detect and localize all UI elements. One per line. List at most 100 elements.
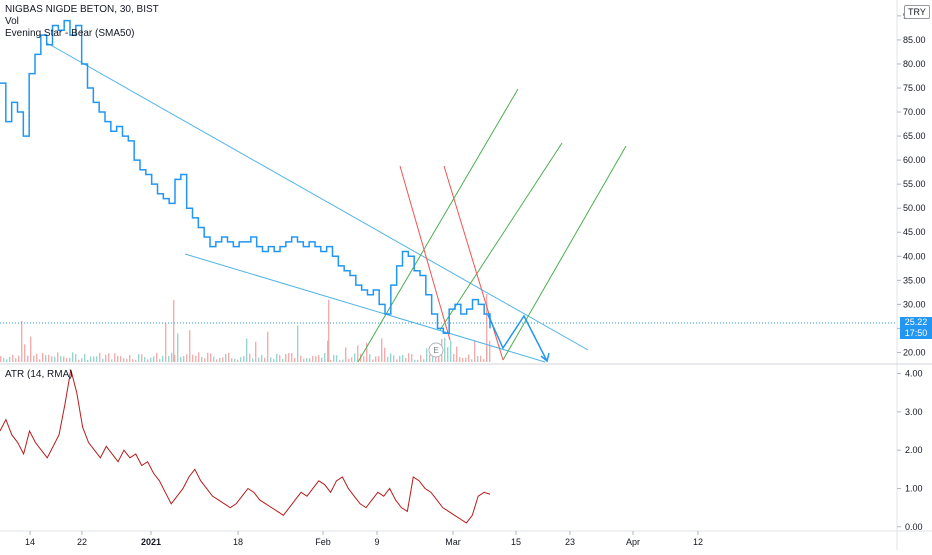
volume-bar [328,300,330,362]
atr-tick-label: 0.00 [905,522,923,532]
volume-bar [273,359,275,362]
volume-bar [375,356,377,362]
volume-bar [222,357,224,362]
volume-bar [90,356,92,362]
earnings-marker[interactable]: E [428,342,444,358]
volume-bar [315,356,317,362]
price-tick-label: 40.00 [903,251,926,261]
atr-scale[interactable]: 0.00 1.00 2.00 3.00 4.00 [897,369,923,532]
volume-bar [0,356,2,362]
atr-legend[interactable]: ATR (14, RMA) [5,369,73,380]
volume-bar [51,356,53,362]
volume-bar [153,356,155,362]
projection-arrow-head [540,352,550,363]
volume-bar [324,353,326,362]
price-scale[interactable]: 20.0025.0030.0035.0040.0045.0050.0055.00… [897,11,926,358]
volume-bar [60,356,62,362]
volume-bar [189,330,191,362]
currency-badge[interactable]: TRY [904,5,930,19]
volume-bar [453,354,455,362]
volume-bar [279,355,281,362]
volume-bar [210,353,212,362]
price-tick-label: 30.00 [903,299,926,309]
volume-bar [147,359,149,362]
price-series-line[interactable] [0,19,491,334]
volume-bar [390,353,392,362]
volume-bar [342,359,344,362]
volume-bar [99,352,101,362]
volume-bar [231,358,233,362]
volume-legend[interactable]: Vol [5,16,19,27]
green-channel-line-3[interactable] [502,145,627,361]
volume-bar [72,352,74,362]
volume-bar [396,359,398,362]
price-tick-label: 65.00 [903,131,926,141]
volume-bar [387,356,389,362]
time-scale[interactable]: 14 22 2021 18 Feb 9 Mar 15 23 Apr 12 [25,531,703,547]
volume-bar [126,358,128,362]
price-tick-label: 55.00 [903,179,926,189]
last-price-tag: 25.22 17:50 [900,317,932,339]
volume-bar [471,359,473,362]
volume-bar [120,356,122,362]
volume-bar [450,340,452,362]
volume-bar [456,346,458,362]
volume-bar [144,357,146,362]
volume-bar [156,352,158,362]
volume-bar [186,354,188,362]
time-tick-label: 2021 [141,537,161,547]
atr-series-line[interactable] [0,369,491,524]
trend-drawings[interactable] [46,42,627,363]
price-tick-label: 60.00 [903,155,926,165]
volume-bar [354,353,356,362]
volume-bar [159,359,161,362]
volume-bar [234,358,236,362]
volume-bar [318,355,320,362]
volume-bar [180,356,182,362]
volume-bar [282,358,284,362]
volume-bar [138,354,140,362]
price-tick-label: 20.00 [903,347,926,357]
volume-bar [123,358,125,362]
volume-bar [480,355,482,362]
volume-bar [42,352,44,362]
volume-bar [336,355,338,362]
projection-path[interactable] [487,314,548,362]
volume-bar [78,359,80,362]
time-tick-label: 23 [565,537,575,547]
volume-bar [444,337,446,362]
volume-bar [309,358,311,362]
red-line-1[interactable] [399,165,451,341]
volume-bar [369,354,371,362]
volume-bar [240,357,242,362]
volume-bar [378,356,380,362]
volume-bar [54,356,56,362]
volume-bar [465,357,467,362]
volume-bar [87,359,89,362]
green-channel-line-1[interactable] [357,88,519,363]
symbol-legend[interactable]: NIGBAS NIGDE BETON, 30, BIST [5,4,159,15]
volume-bar [192,354,194,362]
volume-bar [213,356,215,362]
price-tick-label: 75.00 [903,83,926,93]
volume-bar [195,355,197,362]
time-tick-label: Apr [626,537,640,547]
red-line-2[interactable] [443,165,504,361]
pattern-legend[interactable]: Evening Star - Bear (SMA50) [5,28,135,39]
time-tick-label: 18 [233,537,243,547]
volume-bar [93,356,95,362]
lower-trend-line[interactable] [184,253,546,363]
volume-bar [27,355,29,362]
volume-bar [3,358,5,362]
atr-tick-label: 1.00 [905,483,923,493]
upper-trend-line[interactable] [46,42,589,351]
volume-bar [48,354,50,362]
green-channel-line-2[interactable] [439,142,563,331]
price-tick-label: 70.00 [903,107,926,117]
volume-bar [237,359,239,362]
volume-bar [12,354,14,362]
volume-bar [264,357,266,362]
volume-bar [81,358,83,362]
